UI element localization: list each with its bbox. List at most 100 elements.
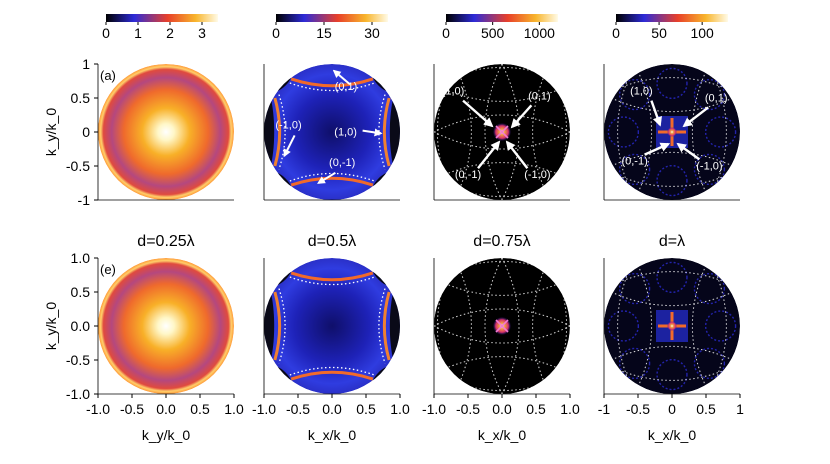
y-tick-label: -0.5 xyxy=(66,352,90,368)
x-tick-label: 1 xyxy=(736,401,744,417)
x-tick-label: -0.5 xyxy=(120,401,144,417)
heatmap-arc xyxy=(290,271,374,282)
heatmap-spot xyxy=(667,127,677,137)
heatmap-cross xyxy=(495,319,509,333)
grid-curve xyxy=(692,258,710,394)
panel-title: d=λ xyxy=(659,233,685,250)
grid-curve xyxy=(634,64,652,200)
annotation-label: (0,-1) xyxy=(455,169,481,181)
annotation-label: (1,0) xyxy=(442,86,465,98)
colorbar-tick-label: 3 xyxy=(198,25,206,41)
heatmap-dark-corner xyxy=(370,258,400,288)
panel: d) (1,0) (0,1) (0,-1) (-1,0) xyxy=(603,64,740,201)
y-tick-label: 0.5 xyxy=(71,90,91,106)
panel-title: d=0.25λ xyxy=(137,233,194,250)
x-tick-label: 1.0 xyxy=(560,401,580,417)
heatmap-ring xyxy=(693,272,726,305)
heatmap-ring xyxy=(704,116,737,148)
annotation-arrow xyxy=(682,106,709,128)
panel-inner xyxy=(604,258,740,394)
grid-curve xyxy=(501,64,520,200)
colorbar xyxy=(616,14,728,22)
x-tick-label: -0.5 xyxy=(286,401,310,417)
heatmap-arc xyxy=(290,370,374,381)
y-axis-label: k_y/k_0 xyxy=(43,108,59,156)
colorbar-tick-label: 0 xyxy=(272,25,280,41)
heatmap-spot xyxy=(667,321,677,331)
x-tick-label: 0.0 xyxy=(156,401,176,417)
heatmap-disk xyxy=(98,258,234,394)
annotation-label: (0,-1) xyxy=(621,156,647,168)
annotation-arrow xyxy=(477,140,501,169)
colorbar-tick-label: 0 xyxy=(612,25,620,41)
annotation-arrow xyxy=(332,69,351,86)
annotation-arrow xyxy=(676,142,701,161)
x-tick-label: 0.5 xyxy=(696,401,716,417)
heatmap-dark-edge xyxy=(389,275,400,377)
x-tick-label: 1.0 xyxy=(390,401,410,417)
heatmap-arc xyxy=(382,291,391,361)
colorbar-tick-label: 100 xyxy=(690,25,714,41)
grid-curve xyxy=(434,114,570,133)
colorbar xyxy=(446,14,558,22)
panel-label: (c) xyxy=(436,68,451,83)
heatmap-arc xyxy=(273,97,282,167)
grid-curve xyxy=(378,94,386,170)
annotation-label: (-1,0) xyxy=(524,169,550,181)
panel-label: (f) xyxy=(266,262,278,277)
heatmap-ring xyxy=(656,358,688,391)
panel-inner xyxy=(434,64,570,200)
heatmap-ring xyxy=(618,347,651,380)
grid-curve xyxy=(289,276,375,286)
panel-label: (b) xyxy=(266,68,282,83)
panel-label: (e) xyxy=(100,262,116,277)
grid-curve xyxy=(634,258,652,394)
grid-curve xyxy=(289,366,375,376)
colorbar xyxy=(106,14,218,22)
panel: (h) d=λ -1 -0.5 0 0.5 1 k_x/k_0 xyxy=(598,233,744,443)
panel-inner xyxy=(98,258,234,394)
heatmap-dark-corner xyxy=(264,170,294,200)
y-axis-label: k_y/k_0 xyxy=(43,302,59,350)
annotation-arrow xyxy=(462,99,494,128)
heatmap-ring xyxy=(618,153,651,186)
annotation-label: (1,0) xyxy=(334,126,357,138)
panel-inner xyxy=(264,64,400,200)
heatmap-ring xyxy=(618,78,651,111)
colorbar-tick-label: 0 xyxy=(442,25,450,41)
colorbar-tick-label: 0 xyxy=(102,25,110,41)
grid-curve xyxy=(434,162,570,181)
grid-curve xyxy=(604,94,740,112)
grid-curve xyxy=(434,83,570,102)
panel: (a) 1 0.5 0 -0.5 -1 k_y/k_0 xyxy=(43,56,234,208)
y-tick-label: -0.5 xyxy=(66,158,90,174)
panel-label: (g) xyxy=(436,262,452,277)
annotation-arrow xyxy=(644,142,671,156)
annotation-label: (-1,0) xyxy=(696,160,722,172)
annotation-label: (0,1) xyxy=(705,92,728,104)
y-tick-label: -1.0 xyxy=(66,386,90,402)
annotation-arrow xyxy=(362,128,383,137)
panel: (b) (0,1) (-1,0) (1,0) (0,-1) xyxy=(263,64,400,201)
panel: (f) d=0.5λ -1.0 -0.5 0.0 0.5 1.0 k_x/k_0 xyxy=(252,233,410,443)
y-tick-label: 0 xyxy=(82,124,90,140)
panel-label: d) xyxy=(606,68,618,83)
annotation-label: (0,-1) xyxy=(329,157,355,169)
annotation-label: (0,1) xyxy=(335,81,358,93)
panel: (g) d=0.75λ -1.0 -0.5 0.0 0.5 1.0 k_x/k_0 xyxy=(422,233,580,443)
y-tick-label: 0.0 xyxy=(71,318,91,334)
panel-inner xyxy=(264,258,400,394)
colorbar-tick-label: 500 xyxy=(481,25,505,41)
heatmap-dark-corner xyxy=(264,258,294,288)
panel-inner xyxy=(98,64,234,200)
grid-curve xyxy=(278,94,286,170)
grid-curve xyxy=(692,64,710,200)
x-axis-label: k_x/k_0 xyxy=(478,427,526,443)
heatmap-dark-edge xyxy=(264,81,275,183)
panel-label: (h) xyxy=(606,262,622,277)
panel-title: d=0.5λ xyxy=(308,233,356,250)
heatmap-ring xyxy=(618,272,651,305)
panel: (c) (1,0) (0,1) (0,-1) (-1,0) xyxy=(433,64,570,201)
heatmap-arc xyxy=(382,97,391,167)
